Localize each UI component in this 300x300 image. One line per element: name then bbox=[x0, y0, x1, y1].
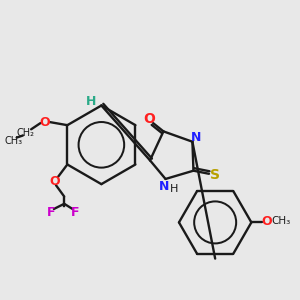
Text: N: N bbox=[159, 180, 170, 193]
Text: F: F bbox=[46, 206, 55, 219]
Text: CH₃: CH₃ bbox=[4, 136, 22, 146]
Text: CH₃: CH₃ bbox=[272, 216, 291, 226]
Text: O: O bbox=[143, 112, 155, 126]
Text: CH₂: CH₂ bbox=[17, 128, 35, 138]
Text: O: O bbox=[262, 215, 272, 228]
Text: O: O bbox=[50, 175, 60, 188]
Text: O: O bbox=[39, 116, 50, 129]
Text: H: H bbox=[169, 184, 178, 194]
Text: H: H bbox=[86, 95, 96, 108]
Text: F: F bbox=[71, 206, 80, 219]
Text: N: N bbox=[191, 131, 202, 144]
Text: S: S bbox=[210, 168, 220, 182]
